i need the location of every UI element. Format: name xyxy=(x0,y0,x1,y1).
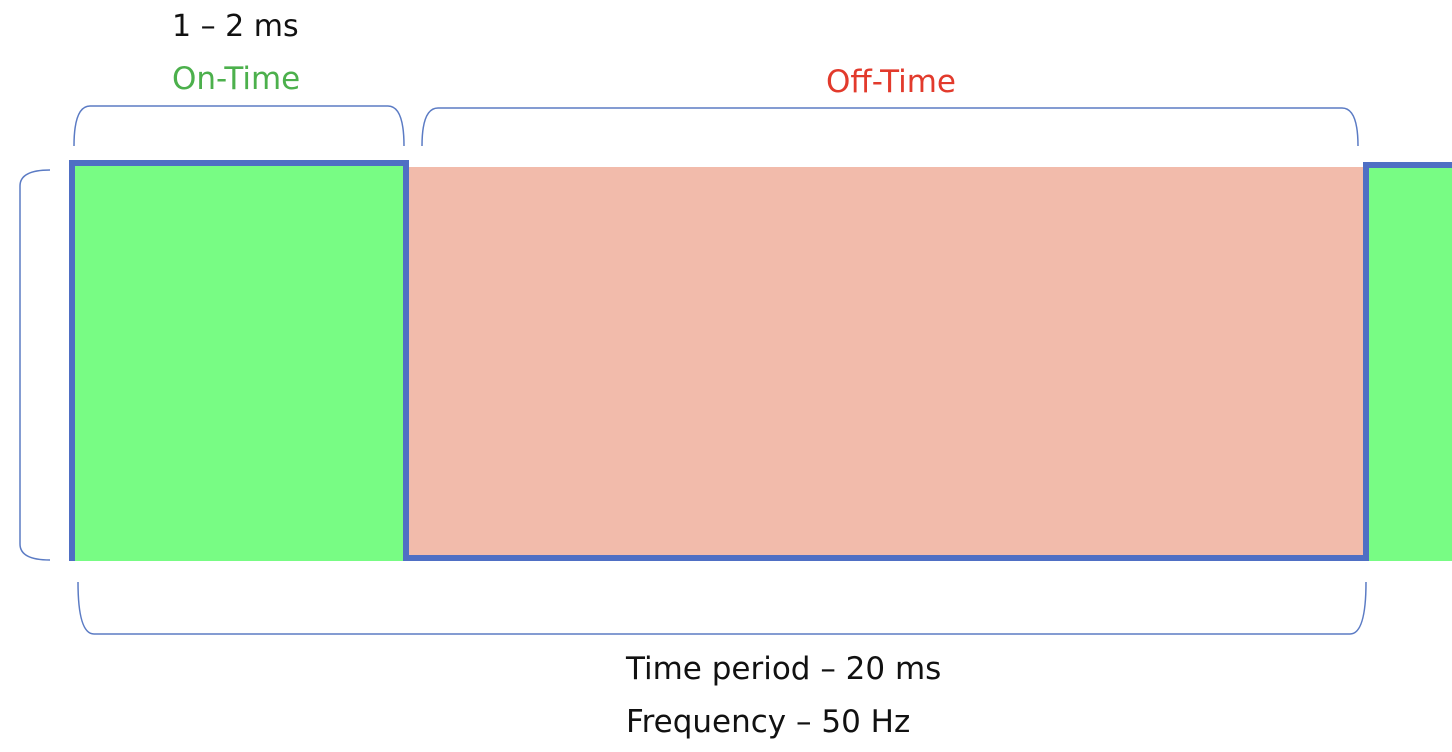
next-pulse-region xyxy=(1366,165,1452,561)
on-time-region xyxy=(72,163,406,561)
on-time-bracket xyxy=(74,106,404,146)
frequency-label: Frequency – 50 Hz xyxy=(626,707,910,738)
on-time-label: On-Time xyxy=(172,64,300,95)
pulse-width-label: 1 – 2 ms xyxy=(172,12,299,42)
off-time-bracket xyxy=(422,108,1358,146)
amplitude-bracket xyxy=(20,170,50,560)
time-period-bracket xyxy=(78,582,1366,634)
off-time-region xyxy=(406,167,1364,558)
time-period-label: Time period – 20 ms xyxy=(626,654,941,685)
off-time-label: Off-Time xyxy=(826,67,956,98)
